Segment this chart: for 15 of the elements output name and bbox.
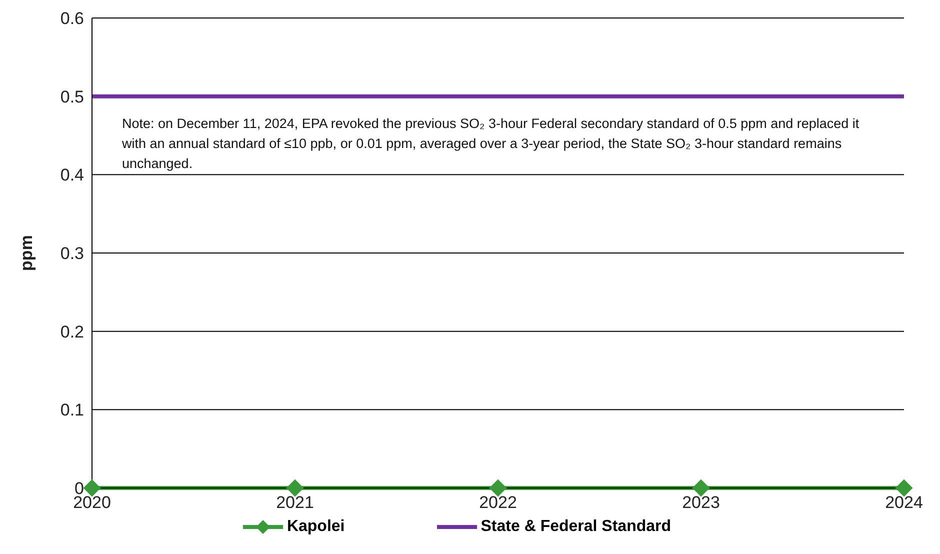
x-tick-label: 2021 <box>276 493 314 512</box>
y-tick-label: 0.6 <box>60 9 84 28</box>
y-tick-label: 0.3 <box>60 244 84 264</box>
legend-label: Kapolei <box>286 518 345 536</box>
y-axis-title: ppm <box>17 235 36 271</box>
x-tick-label: 2023 <box>682 493 720 512</box>
annotation: Note: on December 11, 2024, EPA revoked the previous SO₂ 3-hour Federal secondary standard of 0.5 ppm and replaced it with an annual standard of ≤10 ppb, or 0.01 ppm, averaged over a 3-year period, the State SO₂ 3-hour standard remains unchanged. <box>122 115 860 173</box>
x-tick-label: 2024 <box>885 493 923 512</box>
y-tick-label: 0.4 <box>60 166 84 185</box>
legend-label: State & Federal Standard <box>480 518 672 536</box>
y-tick-label: 0.1 <box>60 400 84 420</box>
x-tick-label: 2020 <box>73 493 111 512</box>
y-tick-label: 0.2 <box>60 322 84 342</box>
x-tick-label: 2022 <box>479 493 517 512</box>
y-tick-label: 0.5 <box>60 87 84 106</box>
